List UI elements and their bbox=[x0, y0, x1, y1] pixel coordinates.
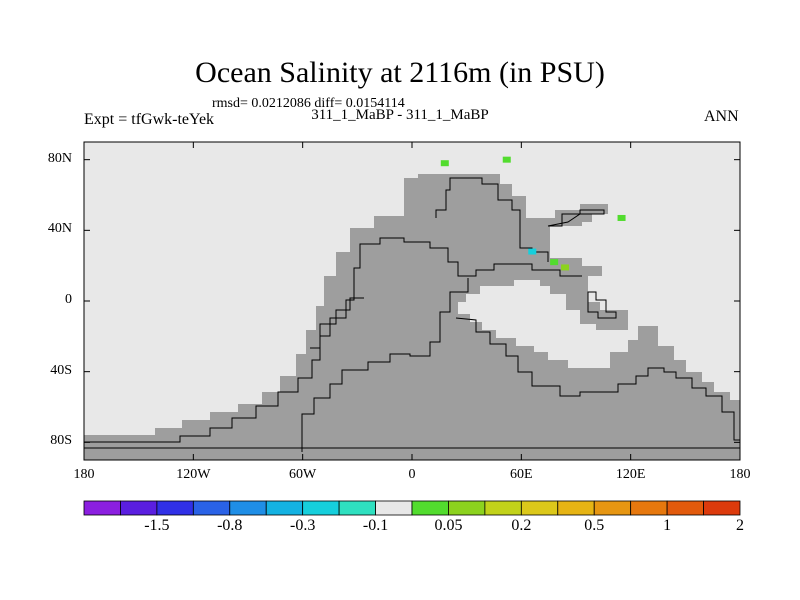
contour-mid bbox=[310, 297, 364, 349]
colorbar-label: -0.1 bbox=[362, 517, 389, 534]
y-tick-label: 40S bbox=[50, 362, 72, 378]
anomaly-cell-4 bbox=[561, 264, 570, 271]
y-tick-label: 40N bbox=[47, 221, 72, 237]
contour-inner bbox=[301, 278, 469, 452]
colorbar-label: -0.3 bbox=[289, 517, 316, 534]
colorbar-label: 0.2 bbox=[511, 517, 532, 534]
contour-bay bbox=[587, 291, 617, 319]
colorbar-label: -0.8 bbox=[217, 517, 243, 534]
season-label: ANN bbox=[704, 108, 739, 125]
x-tick-label: 60E bbox=[510, 467, 533, 482]
colorbar-swatch bbox=[557, 500, 595, 516]
colorbar-label: 1 bbox=[663, 517, 672, 534]
contour-outer bbox=[84, 237, 582, 443]
anomaly-cell-3 bbox=[550, 259, 559, 266]
colorbar bbox=[83, 500, 741, 516]
colorbar-swatch bbox=[520, 500, 559, 516]
anomaly-cell-5 bbox=[617, 214, 626, 221]
anomaly-cell-2 bbox=[528, 248, 537, 255]
colorbar-label: 0.5 bbox=[584, 517, 605, 534]
ocean-main bbox=[84, 174, 740, 460]
colorbar-swatch bbox=[302, 500, 340, 516]
x-tick-label: 0 bbox=[408, 467, 416, 482]
y-tick-label: 80S bbox=[50, 433, 72, 449]
anomaly-cells bbox=[440, 156, 626, 271]
colorbar-swatch bbox=[703, 500, 741, 516]
x-tick-label: 120W bbox=[176, 467, 211, 482]
ocean-mask bbox=[84, 174, 740, 460]
colorbar-label: 2 bbox=[736, 517, 744, 534]
colorbar-swatch bbox=[666, 500, 704, 516]
chart-subtitle: 311_1_MaBP - 311_1_MaBP bbox=[311, 107, 489, 123]
anomaly-cell-1 bbox=[502, 156, 511, 163]
colorbar-swatch bbox=[229, 500, 267, 516]
colorbar-swatch bbox=[265, 500, 304, 516]
colorbar-swatch bbox=[484, 500, 522, 516]
anomaly-cell-0 bbox=[440, 160, 449, 167]
y-tick-label: 80N bbox=[47, 150, 72, 166]
colorbar-swatch bbox=[630, 500, 668, 516]
colorbar-label: 0.05 bbox=[434, 517, 463, 534]
contour-east-arm bbox=[547, 209, 605, 227]
colorbar-label: -1.5 bbox=[144, 517, 170, 534]
colorbar-swatch bbox=[83, 500, 121, 516]
rmsd-diff-stats: rmsd= 0.0212086 diff= 0.0154114 bbox=[212, 96, 405, 111]
y-tick-label: 0 bbox=[65, 292, 72, 307]
contour-lines bbox=[84, 177, 740, 452]
axis-ticks bbox=[83, 142, 741, 460]
contour-south-ridge bbox=[455, 317, 740, 441]
colorbar-swatch bbox=[448, 500, 486, 516]
colorbar-swatch bbox=[411, 500, 449, 516]
colorbar-swatch bbox=[192, 500, 231, 516]
colorbar-swatch bbox=[156, 500, 194, 516]
colorbar-swatch bbox=[593, 500, 632, 516]
x-tick-label: 180 bbox=[73, 467, 95, 482]
colorbar-swatch bbox=[375, 500, 413, 516]
x-tick-label: 120E bbox=[615, 467, 646, 482]
experiment-label: Expt = tfGwk-teYek bbox=[84, 111, 215, 128]
colorbar-swatch bbox=[120, 500, 158, 516]
x-tick-label: 60W bbox=[289, 467, 317, 482]
chart-title: Ocean Salinity at 2116m (in PSU) bbox=[195, 56, 605, 89]
x-tick-label: 180 bbox=[729, 467, 751, 482]
colorbar-swatch bbox=[338, 500, 376, 516]
